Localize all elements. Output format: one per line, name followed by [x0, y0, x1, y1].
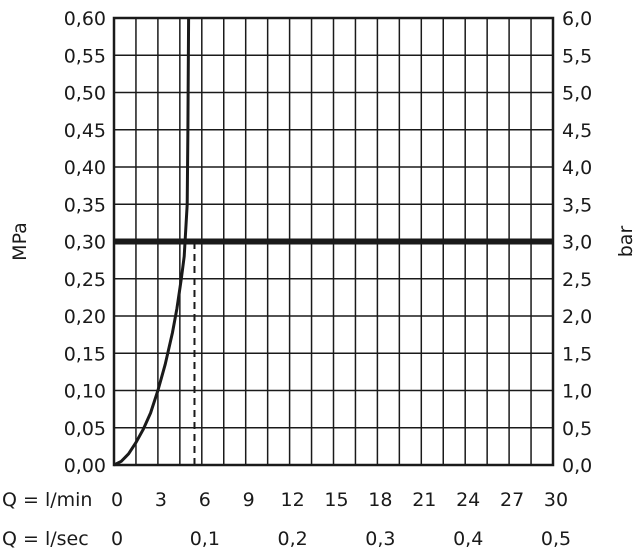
x-tick-label: 24 [456, 489, 480, 511]
right-y-tick-label: 0,0 [562, 455, 592, 477]
x-tick-label: 0,3 [365, 528, 395, 550]
left-y-tick-label: 0,55 [64, 45, 106, 67]
x-tick-label: 0,4 [453, 528, 483, 550]
left-y-axis-label: MPa [9, 222, 31, 261]
right-y-tick-label: 3,5 [562, 194, 592, 216]
x-axis-row-label: Q = l/sec [2, 528, 89, 550]
left-y-tick-label: 0,60 [64, 8, 106, 30]
left-y-axis-ticks: 0,00 0,05 0,10 0,15 0,20 0,25 0,30 0,35 0,40 0,45… [64, 8, 106, 477]
left-y-tick-label: 0,20 [64, 306, 106, 328]
left-y-tick-label: 0,25 [64, 269, 106, 291]
right-y-tick-label: 4,0 [562, 157, 592, 179]
chart-lines [113, 17, 553, 467]
x-tick-label: 0 [111, 528, 123, 550]
right-y-tick-label: 1,0 [562, 381, 592, 403]
x-tick-label: 0,1 [190, 528, 220, 550]
left-y-tick-label: 0,05 [64, 418, 106, 440]
left-y-tick-label: 0,35 [64, 194, 106, 216]
right-y-tick-label: 6,0 [562, 8, 592, 30]
series-line [113, 17, 191, 467]
left-y-tick-label: 0,50 [64, 83, 106, 105]
x-tick-label: 18 [368, 489, 392, 511]
left-y-tick-label: 0,45 [64, 120, 106, 142]
left-y-tick-label: 0,15 [64, 343, 106, 365]
x-tick-label: 0 [111, 489, 123, 511]
x-axis-ticks: Q = l/min 0 3 6 9 12 15 18 21 24 27 30 Q = l/sec 0 0,1… [2, 489, 571, 550]
x-tick-label: 0,2 [277, 528, 307, 550]
plot-frame [112, 16, 555, 467]
x-tick-label: 15 [324, 489, 348, 511]
left-y-tick-label: 0,10 [64, 381, 106, 403]
left-y-tick-label: 0,40 [64, 157, 106, 179]
right-y-tick-label: 4,5 [562, 120, 592, 142]
x-tick-label: 3 [155, 489, 167, 511]
x-tick-label: 30 [544, 489, 568, 511]
x-tick-label: 21 [412, 489, 436, 511]
x-tick-label: 12 [281, 489, 305, 511]
x-axis-row-label: Q = l/min [2, 489, 92, 511]
right-y-tick-label: 1,5 [562, 343, 592, 365]
x-tick-label: 6 [199, 489, 211, 511]
right-y-tick-label: 2,0 [562, 306, 592, 328]
right-y-tick-label: 2,5 [562, 269, 592, 291]
right-y-tick-label: 0,5 [562, 418, 592, 440]
right-y-tick-label: 5,5 [562, 45, 592, 67]
x-tick-label: 27 [500, 489, 524, 511]
right-y-axis-ticks: 0,0 0,5 1,0 1,5 2,0 2,5 3,0 3,5 4,0 4,5 5,0 5,5 6,0 [562, 8, 592, 477]
right-y-tick-label: 5,0 [562, 83, 592, 105]
left-y-tick-label: 0,00 [64, 455, 106, 477]
right-y-axis-label: bar [615, 226, 637, 258]
left-y-tick-label: 0,30 [64, 232, 106, 254]
right-y-tick-label: 3,0 [562, 232, 592, 254]
x-tick-label: 9 [243, 489, 255, 511]
x-tick-label: 0,5 [541, 528, 571, 550]
